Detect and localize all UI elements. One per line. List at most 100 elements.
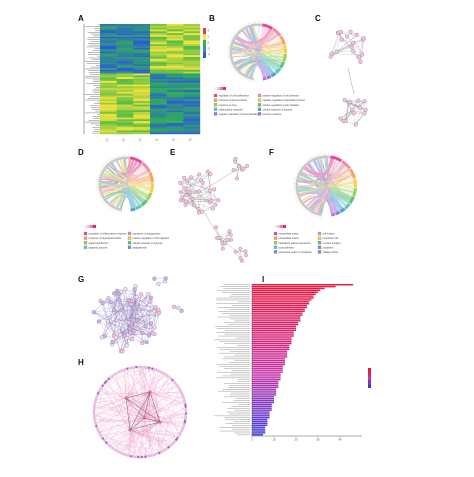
chord-ribbon (110, 163, 136, 208)
network-edge (120, 289, 135, 335)
gene-label-tick (239, 26, 242, 29)
bar (252, 379, 281, 381)
network-node (348, 29, 353, 34)
network-node (148, 295, 153, 300)
gene-label-tick (103, 164, 106, 167)
gene-label-tick (106, 204, 109, 207)
gene-label-tick (295, 197, 298, 199)
legend-swatch (127, 231, 132, 236)
term-arc (129, 156, 143, 164)
chord-ribbon (103, 182, 152, 196)
circular-edge (149, 374, 166, 393)
heatmap-cell (150, 84, 167, 87)
hub-link (149, 391, 161, 423)
gene-label-tick (308, 212, 311, 215)
network-node (183, 193, 188, 198)
gene-label-tick (300, 205, 303, 208)
heatmap-cell (116, 88, 134, 91)
heatmap-cell (133, 121, 151, 124)
term-arc (135, 204, 143, 210)
panel-label-e: E (170, 148, 176, 157)
network-node (222, 241, 227, 246)
heatmap-cell (150, 128, 167, 131)
circular-edge (94, 406, 121, 453)
heatmap-cell (133, 132, 151, 135)
network-node (339, 37, 344, 42)
heatmap-cell (133, 123, 151, 126)
heatmap-cell (100, 60, 117, 63)
gene-label-tick (243, 24, 246, 27)
heatmap-cell (166, 31, 184, 34)
x-tick-label: 10 (273, 438, 276, 442)
network-node (347, 99, 352, 104)
circular-nodes (92, 365, 188, 459)
circular-edge (149, 391, 177, 440)
chord-fan (115, 159, 141, 208)
network-node (182, 175, 187, 180)
network-node (227, 229, 232, 234)
circular-edge (149, 391, 161, 453)
heatmap-cell (150, 69, 167, 72)
heatmap-cell (133, 31, 151, 34)
legend-label: extracellular space (279, 233, 300, 236)
heatmap-cell (150, 64, 167, 67)
legend-label: cytoplasm (323, 246, 334, 249)
bar-scale-swatch (368, 380, 371, 384)
logfc-swatch (217, 87, 220, 90)
heatmap-cell (166, 97, 184, 100)
circular-edge (102, 385, 131, 431)
circular-edge (93, 413, 131, 431)
legend-swatch (83, 245, 88, 249)
heatmap-cell (100, 68, 117, 71)
heatmap-cell (133, 66, 151, 69)
heatmap-cell (183, 108, 201, 111)
network-edge (98, 321, 121, 335)
scale-swatch (203, 52, 206, 58)
circular-edge (98, 391, 127, 399)
circular-edge (159, 406, 186, 423)
heatmap-cell (166, 55, 184, 58)
heatmap-cell (133, 44, 151, 47)
heatmap-cell (133, 124, 151, 127)
network-edge (348, 101, 365, 104)
heatmap-cell (116, 90, 134, 93)
heatmap-cell (116, 132, 134, 135)
gene-label-tick (228, 42, 231, 44)
heatmap-cell (100, 95, 117, 98)
network-edge (201, 204, 216, 212)
network-node (233, 156, 238, 161)
heatmap-cell (100, 29, 117, 32)
heatmap-cell (183, 128, 201, 131)
legend-label: response to glucocorticoid (219, 99, 247, 102)
heatmap-cell (150, 53, 167, 56)
panel-label-g: G (78, 275, 85, 284)
hub-node (158, 420, 162, 424)
gene-label-tick (315, 215, 317, 218)
heatmap-cell (133, 119, 151, 122)
bar (252, 341, 292, 343)
term-arc (279, 61, 286, 69)
heatmap-cell (133, 126, 151, 129)
circular-edge (119, 421, 161, 453)
network-node (328, 54, 333, 59)
heatmap-cell (133, 29, 151, 32)
legend-label: extracellular matrix (279, 237, 300, 240)
heatmap-cell (166, 44, 184, 47)
bar (252, 422, 268, 425)
network-node (353, 122, 358, 127)
bar (252, 360, 285, 362)
heatmap-cell (150, 60, 167, 63)
scale-swatch (203, 34, 206, 40)
heatmap-cell (166, 58, 184, 61)
gene-label-tick (99, 170, 102, 172)
gene-label-tick (304, 160, 307, 163)
network-node (126, 298, 131, 303)
sample-label: T2 (171, 137, 176, 142)
network-edge (120, 301, 151, 335)
heatmap-cell (150, 82, 167, 85)
bar (252, 371, 283, 373)
heatmap-cell (166, 24, 184, 27)
heatmap-cell (166, 60, 184, 63)
bar (252, 386, 279, 389)
chord-ribbon (319, 158, 349, 177)
